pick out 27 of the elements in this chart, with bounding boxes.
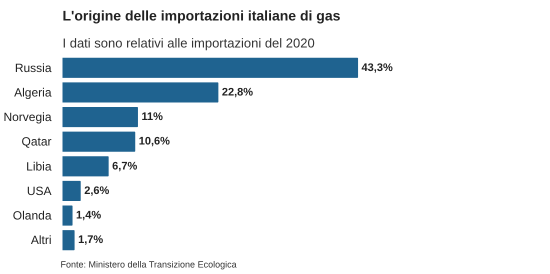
bar [62,132,136,152]
bar [62,156,109,176]
bar [62,58,358,78]
data-label: 1,4% [76,210,102,222]
chart-title: L'origine delle importazioni italiane di gas [62,8,341,24]
data-label: 22,8% [222,86,254,98]
y-tick-label: Altri [30,233,52,248]
y-tick-label: Norvegia [3,110,52,124]
data-label: 43,3% [362,62,393,74]
chart-subtitle: I dati sono relativi alle importazioni del 2020 [62,36,315,50]
bar [62,230,75,250]
data-label: 10,6% [138,136,170,148]
y-tick-label: Russia [14,60,52,75]
data-label: 11% [141,111,164,124]
y-tick-label: Libia [26,159,52,174]
y-tick-label: Qatar [21,134,52,149]
data-label: 1,7% [78,234,104,246]
data-label: 6,7% [112,160,138,172]
data-label: 2,6% [84,184,110,197]
y-tick-label: USA [26,184,52,198]
bar [62,180,81,202]
bar [62,106,138,128]
y-tick-label: Olanda [12,208,52,223]
y-tick-label: Algeria [14,85,52,100]
bar [62,205,73,226]
source-note: Fonte: Ministero della Transizione Ecologica [60,260,237,270]
bar [62,82,218,103]
